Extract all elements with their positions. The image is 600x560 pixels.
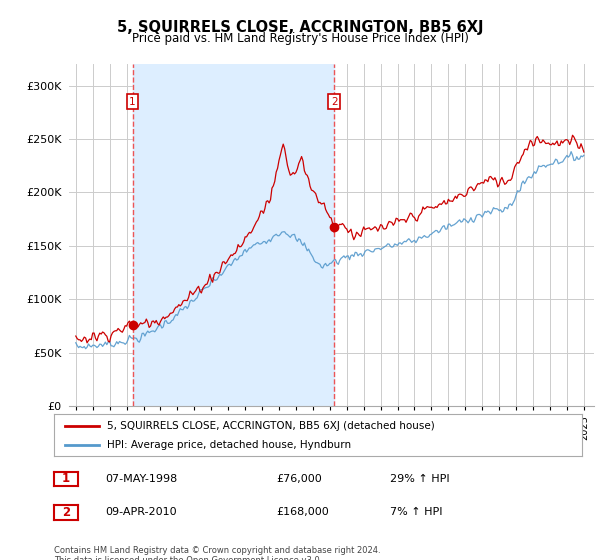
Text: 1: 1 [62,472,70,486]
Text: 09-APR-2010: 09-APR-2010 [105,507,176,517]
Bar [133,64,334,406]
Text: 2: 2 [331,97,338,107]
Text: 29% ↑ HPI: 29% ↑ HPI [390,474,449,484]
Text: Contains HM Land Registry data © Crown copyright and database right 2024.
This d: Contains HM Land Registry data © Crown c… [54,546,380,560]
Text: Price paid vs. HM Land Registry's House Price Index (HPI): Price paid vs. HM Land Registry's House … [131,32,469,45]
Text: 5, SQUIRRELS CLOSE, ACCRINGTON, BB5 6XJ: 5, SQUIRRELS CLOSE, ACCRINGTON, BB5 6XJ [117,20,483,35]
Text: 2: 2 [62,506,70,519]
Text: HPI: Average price, detached house, Hyndburn: HPI: Average price, detached house, Hynd… [107,440,351,450]
Text: £168,000: £168,000 [276,507,329,517]
Text: 07-MAY-1998: 07-MAY-1998 [105,474,177,484]
Text: 1: 1 [129,97,136,107]
Text: 5, SQUIRRELS CLOSE, ACCRINGTON, BB5 6XJ (detached house): 5, SQUIRRELS CLOSE, ACCRINGTON, BB5 6XJ … [107,421,434,431]
Text: 7% ↑ HPI: 7% ↑ HPI [390,507,443,517]
Text: £76,000: £76,000 [276,474,322,484]
